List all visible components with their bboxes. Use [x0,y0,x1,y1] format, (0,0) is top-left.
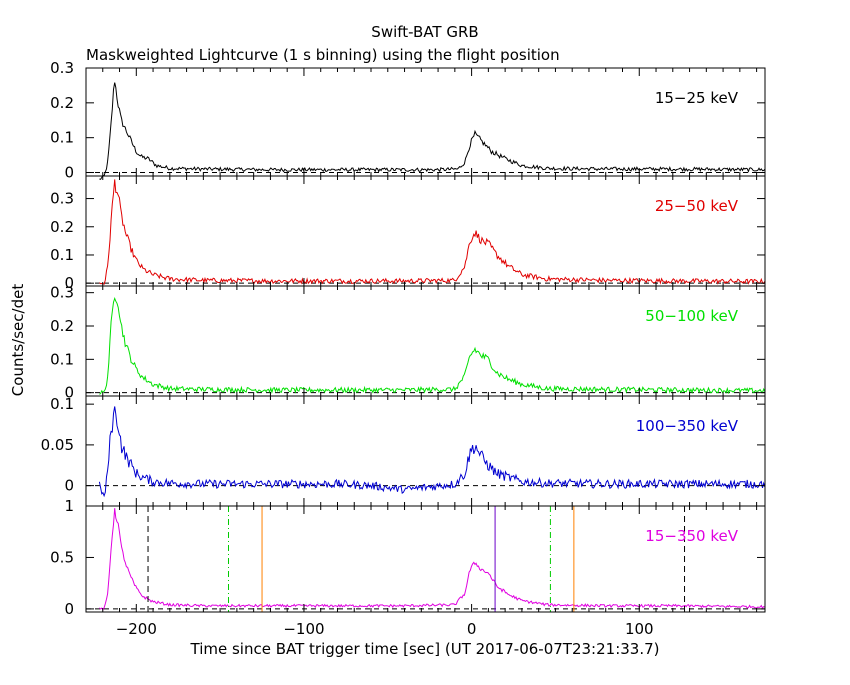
x-axis-label: Time since BAT trigger time [sec] (UT 20… [190,640,660,658]
y-tick-label: 0 [64,164,74,182]
series-line-100−350 keV [98,406,766,498]
series-line-50−100 keV [99,297,766,395]
panel-2: 0 0.1 0.2 0.3 25−50 keV [50,175,766,292]
y-tick-label: 0.05 [41,436,74,454]
panel-frame [85,505,766,613]
chart-title: Swift-BAT GRB [371,23,478,41]
y-tick-label: 0.2 [50,218,74,236]
band-label: 50−100 keV [645,307,738,325]
y-tick-label: 0.5 [50,548,74,566]
y-tick-label: 0 [64,274,74,292]
y-tick-label: 0.3 [50,59,74,77]
y-tick-label: 0 [64,477,74,495]
y-tick-label: 0.1 [50,350,74,368]
series-line-25−50 keV [99,179,766,285]
y-tick-label: 0 [64,384,74,402]
chart-subtitle: Maskweighted Lightcurve (1 s binning) us… [86,46,560,64]
panel-3: 0 0.1 0.2 0.3 50−100 keV [50,284,766,402]
panel-4: 0 0.05 0.1 100−350 keV [41,395,766,507]
x-tick-label: −200 [116,620,157,638]
y-tick-label: 0 [64,600,74,618]
band-label: 25−50 keV [655,197,739,215]
y-tick-label: 0.2 [50,317,74,335]
y-tick-label: 1 [64,497,74,515]
y-tick-label: 0.2 [50,94,74,112]
y-tick-label: 0.1 [50,129,74,147]
panel-frame [85,285,766,397]
y-axis-label: Counts/sec/det [9,284,27,397]
y-tick-label: 0.3 [50,190,74,208]
y-tick-label: 0.1 [50,395,74,413]
band-label: 15−350 keV [645,527,738,545]
panel-frame [85,67,766,177]
panel-frame [85,175,766,287]
series-line-15−350 keV [99,508,766,611]
band-label: 100−350 keV [636,417,739,435]
y-tick-label: 0.1 [50,246,74,264]
panel-1: 0 0.1 0.2 0.3 15−25 keV [50,59,766,182]
y-tick-label: 0.3 [50,284,74,302]
x-tick-label: 100 [625,620,654,638]
panel-5: 0 0.5 1 15−350 keV [50,497,766,618]
x-tick-label: 0 [467,620,477,638]
x-tick-label: −100 [283,620,324,638]
series-line-15−25 keV [99,82,766,180]
band-label: 15−25 keV [655,89,739,107]
